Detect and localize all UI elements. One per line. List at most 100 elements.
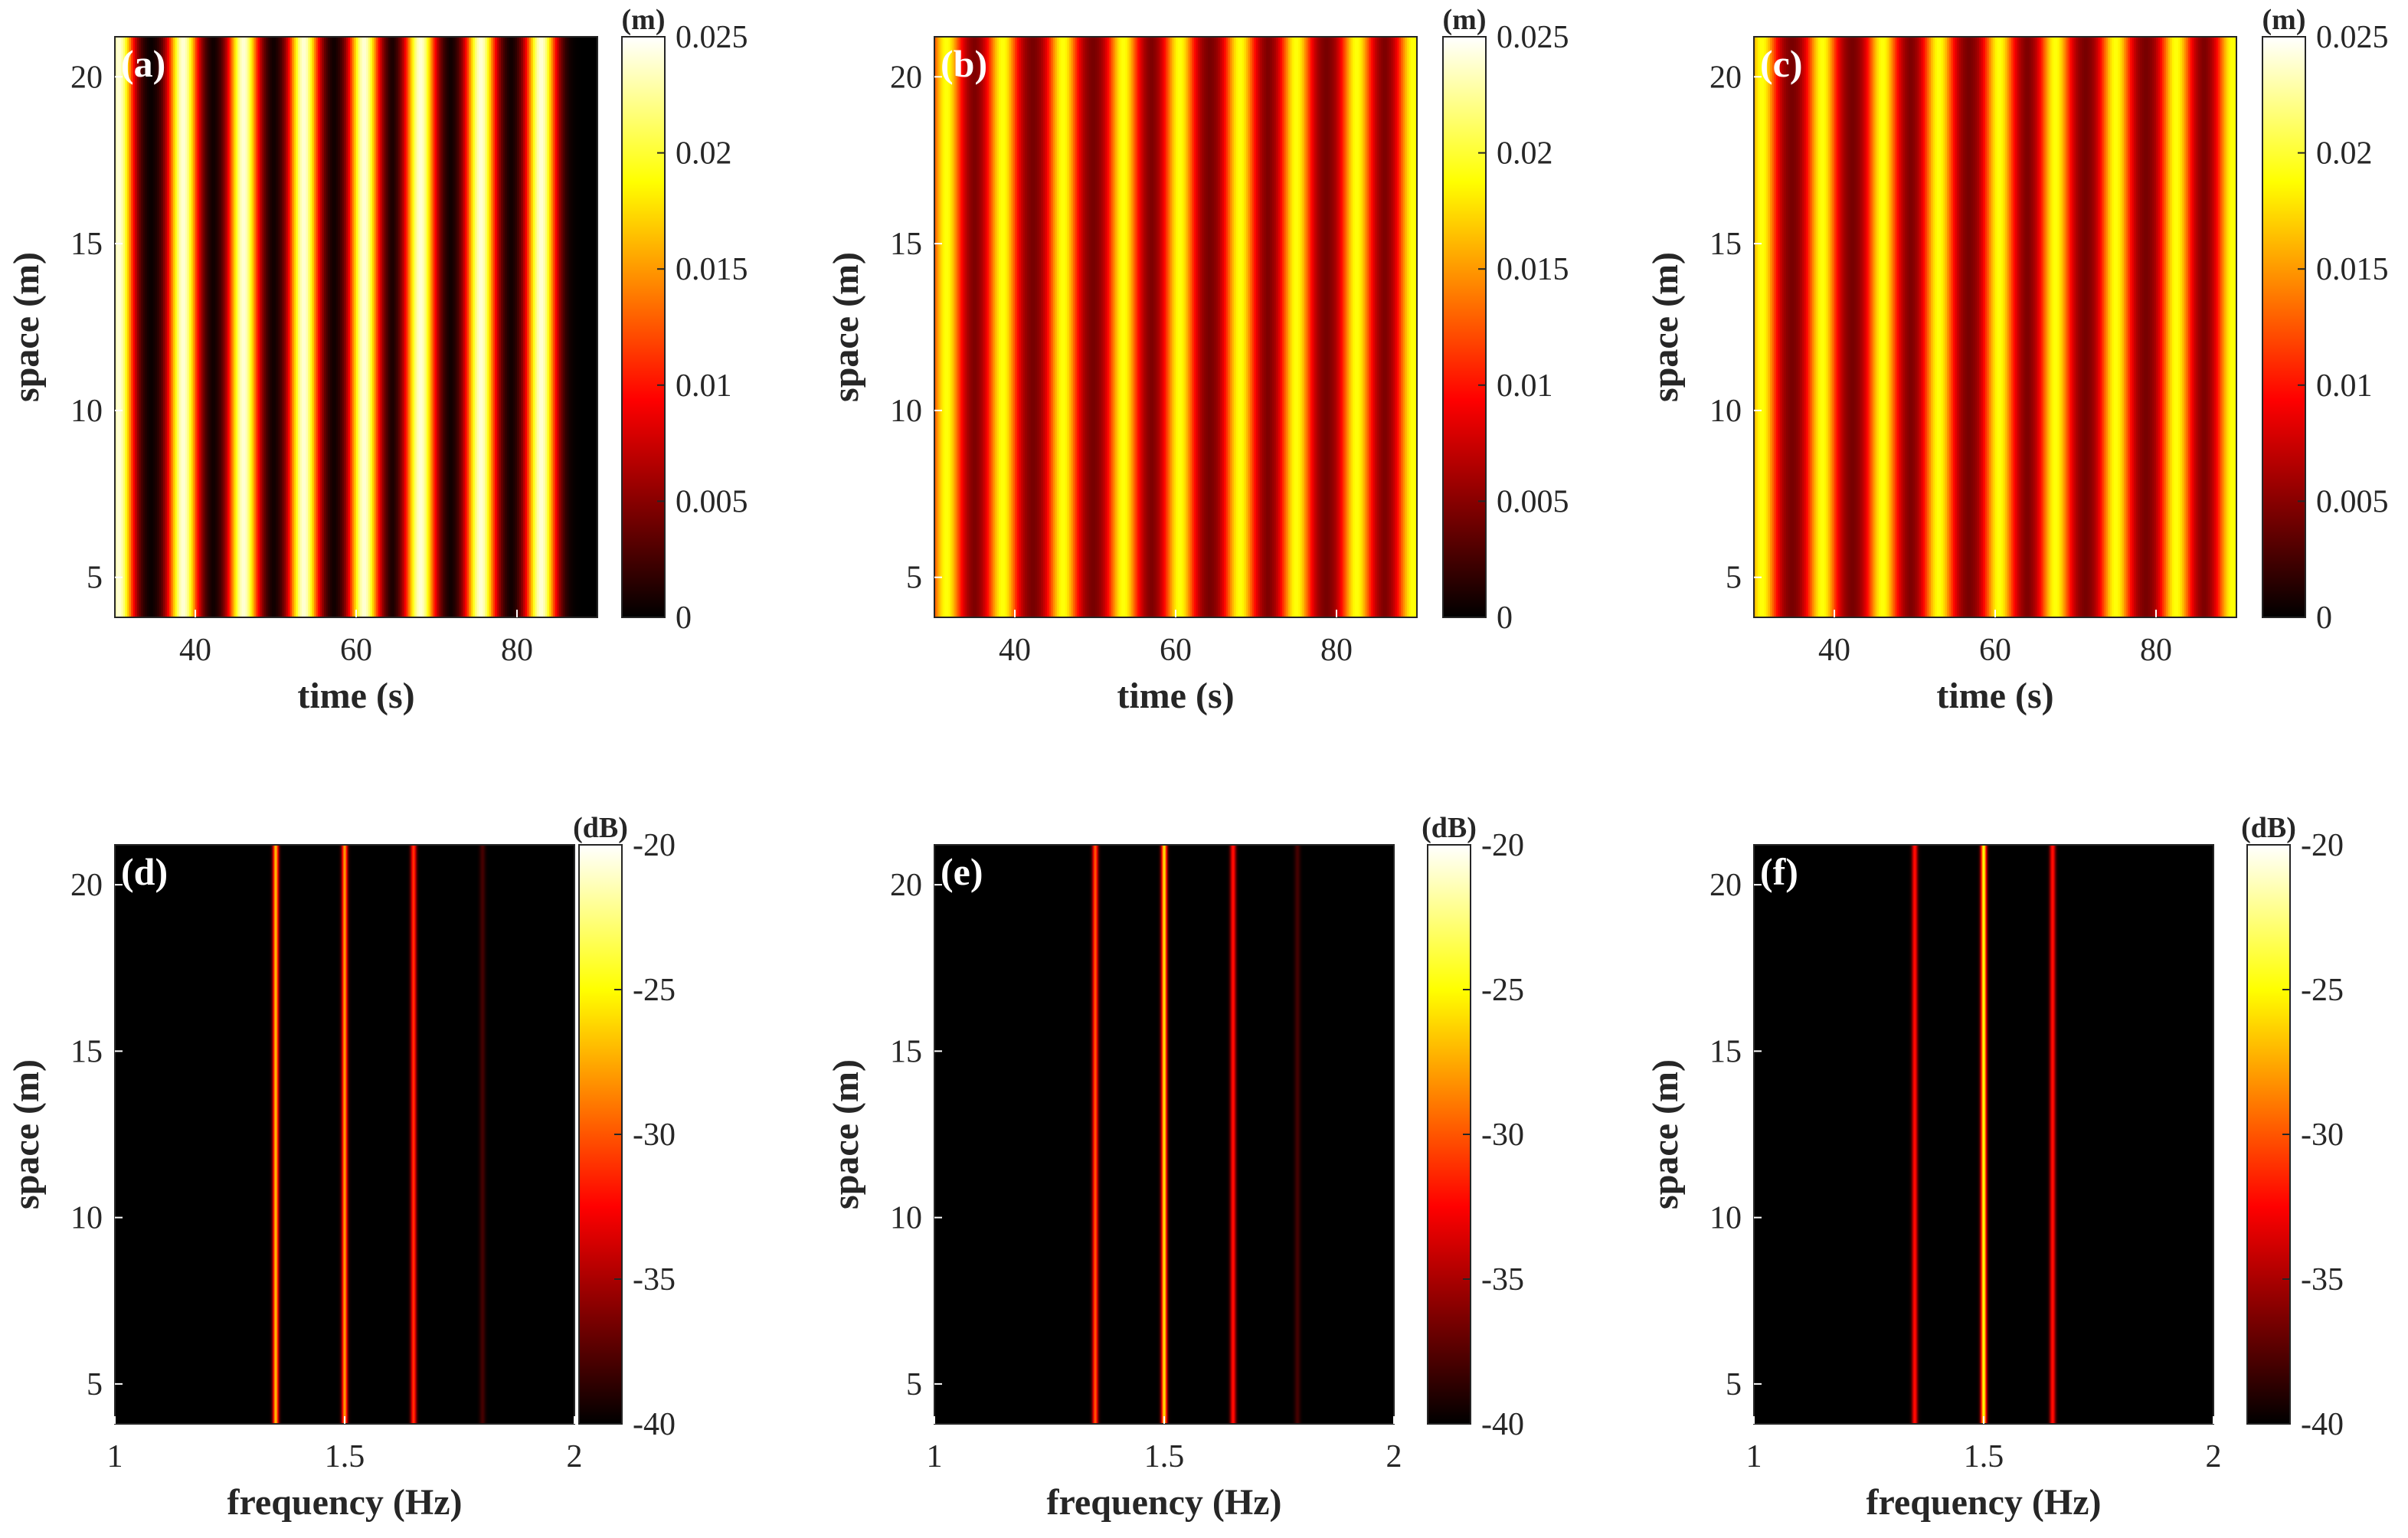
heatmap-cell — [972, 845, 973, 1424]
heatmap-cell — [2187, 845, 2188, 1424]
heatmap-cell — [1935, 845, 1936, 1424]
heatmap-cell — [256, 845, 257, 1424]
heatmap-cell — [1318, 37, 1321, 617]
heatmap-cell — [967, 845, 968, 1424]
heatmap-cell — [2181, 845, 2183, 1424]
heatmap-cell — [2196, 37, 2199, 617]
heatmap-cell — [2090, 845, 2092, 1424]
heatmap-cell — [437, 845, 439, 1424]
heatmap-cell — [1411, 37, 1414, 617]
heatmap-cell — [1037, 845, 1039, 1424]
heatmap-cell — [2012, 845, 2014, 1424]
heatmap-cell — [1848, 845, 1850, 1424]
heatmap-cell — [195, 845, 197, 1424]
heatmap-cell — [306, 845, 307, 1424]
heatmap-cell — [1764, 845, 1765, 1424]
heatmap-cell — [1869, 845, 1870, 1424]
colorbar-tick-label: 0.025 — [2316, 20, 2389, 55]
heatmap-cell — [244, 845, 245, 1424]
heatmap-cell — [957, 845, 958, 1424]
heatmap-cell — [1755, 845, 1757, 1424]
heatmap-cell — [2037, 37, 2040, 617]
heatmap-cell — [1117, 845, 1119, 1424]
heatmap-cell — [1351, 845, 1353, 1424]
heatmap-cell — [193, 37, 196, 617]
heatmap-cell — [954, 845, 956, 1424]
heatmap-cell — [250, 845, 252, 1424]
heatmap-cell — [2161, 845, 2162, 1424]
heatmap-cell — [486, 845, 487, 1424]
heatmap-cell — [165, 37, 168, 617]
heatmap-cell — [458, 37, 462, 617]
heatmap-cell — [1267, 845, 1268, 1424]
heatmap-cell — [1125, 37, 1128, 617]
heatmap-cell — [1099, 37, 1102, 617]
heatmap-cell — [1153, 845, 1155, 1424]
heatmap-cell — [465, 845, 466, 1424]
heatmap-cell — [1768, 37, 1771, 617]
heatmap-cell — [1918, 845, 1919, 1424]
heatmap-cell — [2018, 845, 2020, 1424]
heatmap-cell — [1014, 845, 1016, 1424]
heatmap-cell — [2067, 37, 2070, 617]
heatmap-cell — [476, 845, 478, 1424]
heatmap-cell — [1197, 37, 1201, 617]
heatmap-cell — [364, 845, 365, 1424]
heatmap-cell — [1896, 845, 1898, 1424]
heatmap-cell — [1386, 37, 1389, 617]
heatmap-cell — [2107, 845, 2109, 1424]
heatmap-cell — [303, 37, 306, 617]
heatmap-cell — [2139, 845, 2141, 1424]
y-tick-label: 5 — [906, 1367, 922, 1402]
heatmap-cell — [2184, 845, 2185, 1424]
heatmap-cell — [591, 37, 594, 617]
heatmap-cell — [1254, 845, 1255, 1424]
heatmap-cell — [1056, 845, 1058, 1424]
heatmap-cell — [1129, 845, 1130, 1424]
heatmap-cell — [2063, 845, 2065, 1424]
heatmap-cell — [306, 37, 309, 617]
heatmap-cell — [1163, 845, 1165, 1424]
heatmap-cell — [2079, 845, 2080, 1424]
heatmap-cell — [463, 37, 466, 617]
heatmap-cell — [418, 845, 420, 1424]
heatmap-cell — [342, 845, 343, 1424]
heatmap-cell — [2031, 37, 2034, 617]
heatmap-cell — [560, 845, 561, 1424]
heatmap-cell — [1894, 37, 1897, 617]
heatmap-cell — [439, 845, 440, 1424]
heatmap-cell — [467, 845, 469, 1424]
heatmap-cell — [2119, 37, 2122, 617]
heatmap-cell — [2133, 845, 2135, 1424]
heatmap-cell — [2156, 37, 2159, 617]
heatmap-cell — [563, 37, 566, 617]
heatmap-cell — [1260, 845, 1261, 1424]
heatmap-cell — [1922, 845, 1923, 1424]
heatmap-cell — [1943, 845, 1945, 1424]
heatmap-cell — [240, 845, 242, 1424]
heatmap-cell — [989, 845, 990, 1424]
heatmap-cell — [1382, 37, 1386, 617]
heatmap-cell — [532, 845, 533, 1424]
heatmap-cell — [2016, 845, 2017, 1424]
heatmap-cell — [483, 845, 485, 1424]
heatmap-cell — [2035, 37, 2038, 617]
heatmap-cell — [211, 37, 214, 617]
heatmap-cell — [2194, 37, 2197, 617]
heatmap-cell — [322, 845, 323, 1424]
heatmap-cell — [1145, 37, 1148, 617]
heatmap-cell — [1997, 845, 1999, 1424]
heatmap-cell — [1955, 37, 1958, 617]
heatmap-cell — [213, 37, 216, 617]
heatmap-cell — [448, 845, 450, 1424]
heatmap-cell — [1189, 37, 1193, 617]
heatmap-cell — [2066, 845, 2067, 1424]
heatmap-cell — [1294, 845, 1295, 1424]
heatmap-cell — [1192, 845, 1193, 1424]
heatmap-cell — [155, 845, 157, 1424]
heatmap-cell — [2062, 845, 2063, 1424]
heatmap-cell — [1027, 845, 1029, 1424]
colorbar — [622, 37, 665, 617]
heatmap-cell — [2017, 845, 2019, 1424]
heatmap-cell — [1889, 845, 1890, 1424]
